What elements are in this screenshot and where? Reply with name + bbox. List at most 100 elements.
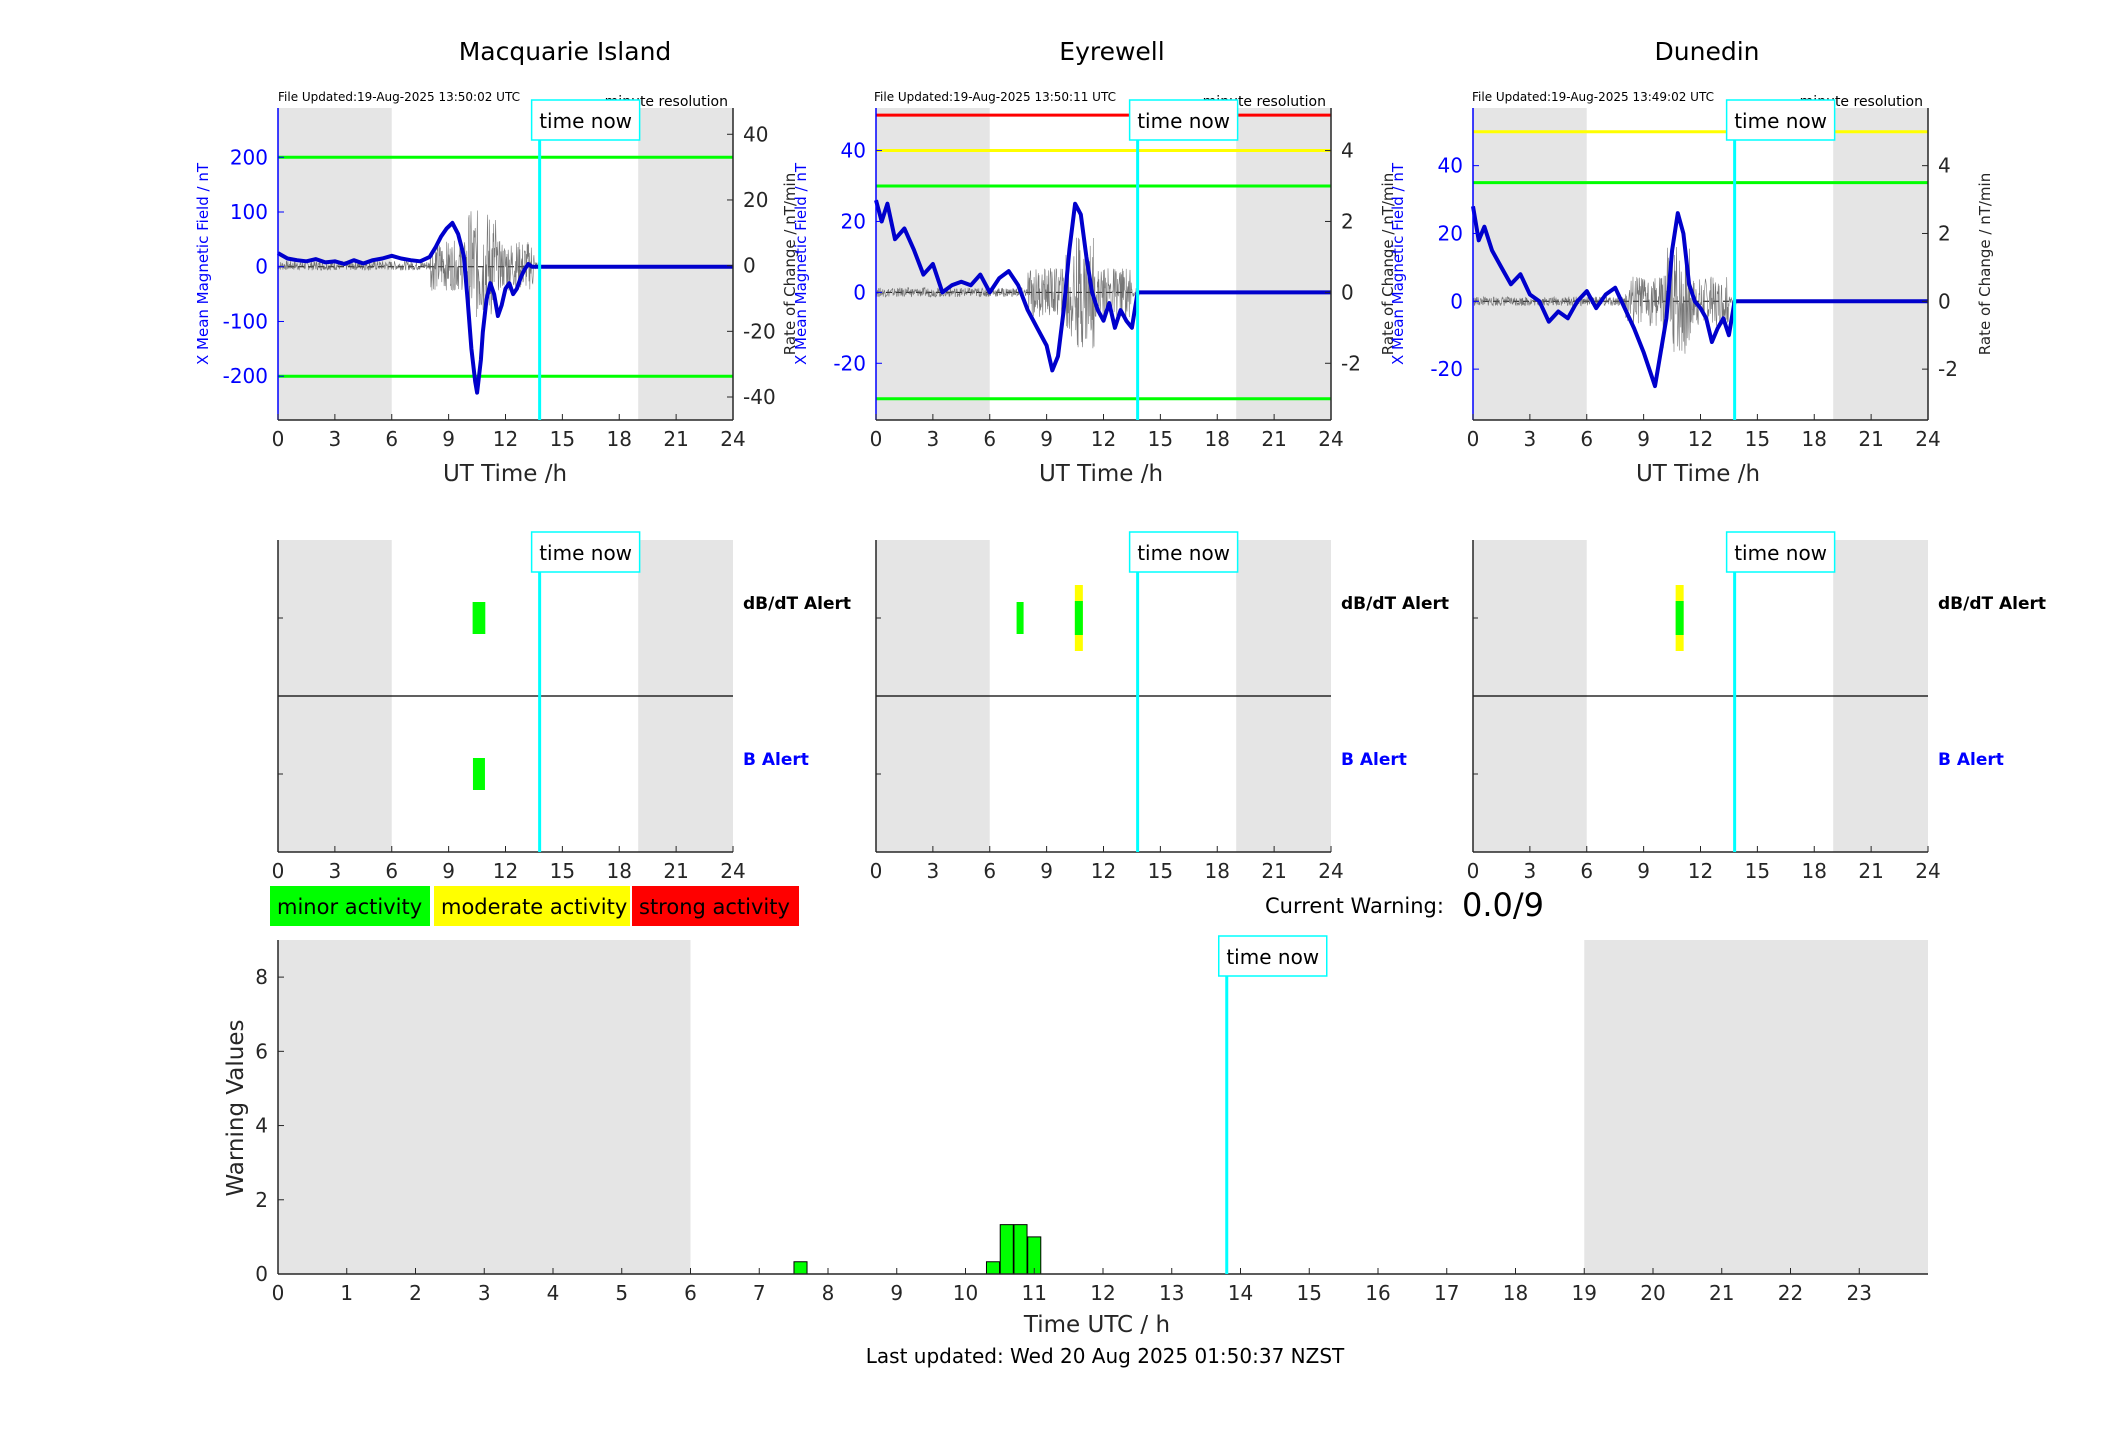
alert-panel-eyrewell: 0 3 6 9 12 15 18 21 24 dB/dT Alert B Alert time now [870,531,1449,883]
file-updated-eyrewell: File Updated:19-Aug-2025 13:50:11 UTC [874,90,1116,104]
macquarie-left-tick-label: 0 [255,255,268,279]
macquarie-x-tick-label: 0 [272,427,285,451]
warning-chart-ylabel: Warning Values [223,1019,249,1196]
macquarie-alert-time-now-label: time now [539,541,632,565]
macquarie-night-shade [638,108,733,420]
station-title-eyrewell: Eyrewell [1059,37,1164,66]
macquarie-ylabel-left: X Mean Magnetic Field / nT [194,162,212,365]
eyrewell-ylabel-left: X Mean Magnetic Field / nT [792,162,810,365]
warning-x-tick-label: 7 [753,1281,766,1305]
warning-x-tick-label: 11 [1022,1281,1047,1305]
macquarie-alert-x-tick-label: 24 [720,859,745,883]
macquarie-b-alert-label: B Alert [743,750,809,770]
warning-y-tick-label: 6 [255,1039,268,1063]
warning-x-tick-label: 6 [684,1281,697,1305]
warning-x-tick-label: 1 [340,1281,353,1305]
warning-chart-time-now-label: time now [1226,945,1319,969]
macquarie-alert-x-tick-label: 9 [442,859,455,883]
macquarie-time-now-box [530,99,641,141]
dunedin-right-tick-label: 4 [1938,154,1951,178]
eyrewell-alert-x-tick-label: 21 [1261,859,1286,883]
eyrewell-x-tick-label: 0 [870,427,883,451]
dunedin-alert-x-tick-label: 9 [1637,859,1650,883]
warning-x-tick-label: 21 [1709,1281,1734,1305]
macquarie-x-tick-label: 3 [329,427,342,451]
eyrewell-alert-x-tick-label: 18 [1205,859,1230,883]
eyrewell-alert-x-tick-label: 24 [1318,859,1343,883]
macquarie-x-tick-label: 12 [493,427,518,451]
dunedin-time-now-box [1725,99,1836,141]
eyrewell-alert-x-tick-label: 15 [1148,859,1173,883]
eyrewell-dbdt-alert-label: dB/dT Alert [1341,594,1449,614]
eyrewell-x-tick-label: 12 [1091,427,1116,451]
eyrewell-alert-x-tick-label: 6 [983,859,996,883]
eyrewell-b-alert-label: B Alert [1341,750,1407,770]
dunedin-night-shade [1833,108,1928,420]
eyrewell-x-tick-label: 6 [983,427,996,451]
dunedin-x-tick-label: 9 [1637,427,1650,451]
dunedin-ylabel-left: X Mean Magnetic Field / nT [1389,162,1407,365]
eyrewell-alert-x-tick-label: 9 [1040,859,1053,883]
dunedin-x-tick-label: 15 [1745,427,1770,451]
eyrewell-alert-time-now-label: time now [1137,541,1230,565]
macquarie-x-tick-label: 15 [550,427,575,451]
dunedin-x-tick-label: 3 [1524,427,1537,451]
macquarie-right-tick-label: 20 [743,188,768,212]
macquarie-x-tick-label: 18 [607,427,632,451]
dunedin-alert-x-tick-label: 6 [1580,859,1593,883]
alert-mark-minor [472,758,485,790]
dunedin-right-tick-label: 2 [1938,221,1951,245]
alert-mark-minor-core [1675,601,1684,635]
warning-y-tick-label: 0 [255,1262,268,1286]
xlabel-dunedin: UT Time /h [1636,461,1760,487]
warning-bar [985,1261,1001,1275]
warning-y-tick-label: 8 [255,965,268,989]
eyrewell-x-tick-label: 24 [1318,427,1343,451]
legend-strong-swatch [632,886,799,926]
macquarie-left-tick-label: 100 [230,200,268,224]
eyrewell-left-tick-label: -20 [833,351,866,375]
macquarie-right-tick-label: 0 [743,254,756,278]
warning-chart-xlabel: Time UTC / h [1023,1312,1170,1338]
warning-chart-time-now-box [1218,935,1328,977]
macquarie-right-tick-label: -40 [743,385,776,409]
legend-moderate-swatch [434,886,630,926]
eyrewell-rate-of-change-line [875,237,1138,349]
eyrewell-right-tick-label: 2 [1341,209,1354,233]
file-updated-dunedin: File Updated:19-Aug-2025 13:49:02 UTC [1472,90,1714,104]
eyrewell-alert-x-tick-label: 3 [927,859,940,883]
macquarie-alert-x-tick-label: 15 [550,859,575,883]
macquarie-x-tick-label: 21 [663,427,688,451]
eyrewell-field-series-line [874,199,1331,373]
macquarie-right-tick-label: -20 [743,319,776,343]
eyrewell-alert-x-tick-label: 0 [870,859,883,883]
xlabel-eyrewell: UT Time /h [1039,461,1163,487]
legend-minor-swatch [270,886,430,926]
macquarie-alert-x-tick-label: 12 [493,859,518,883]
eyrewell-time-now-label: time now [1137,109,1230,133]
eyrewell-right-tick-label: -2 [1341,351,1361,375]
dunedin-x-tick-label: 12 [1688,427,1713,451]
dunedin-left-tick-label: -20 [1430,357,1463,381]
warning-x-tick-label: 3 [478,1281,491,1305]
dunedin-left-tick-label: 40 [1438,154,1463,178]
macquarie-left-tick-label: 200 [230,145,268,169]
dunedin-left-tick-label: 20 [1438,221,1463,245]
station-title-dunedin: Dunedin [1655,37,1760,66]
warning-x-tick-label: 14 [1228,1281,1253,1305]
eyrewell-left-tick-label: 0 [853,280,866,304]
alert-panel-macquarie: 0 3 6 9 12 15 18 21 24 dB/dT Alert B Alert time now [272,531,851,883]
eyrewell-time-now-box [1128,99,1239,141]
dunedin-x-tick-label: 24 [1915,427,1940,451]
macquarie-left-tick-label: -100 [223,309,268,333]
eyrewell-x-tick-label: 3 [927,427,940,451]
warning-x-tick-label: 10 [953,1281,978,1305]
macquarie-x-tick-label: 9 [442,427,455,451]
dunedin-alert-time-now-label: time now [1734,541,1827,565]
warning-y-tick-label: 2 [255,1188,268,1212]
dunedin-right-tick-label: -2 [1938,357,1958,381]
warning-x-tick-label: 8 [822,1281,835,1305]
